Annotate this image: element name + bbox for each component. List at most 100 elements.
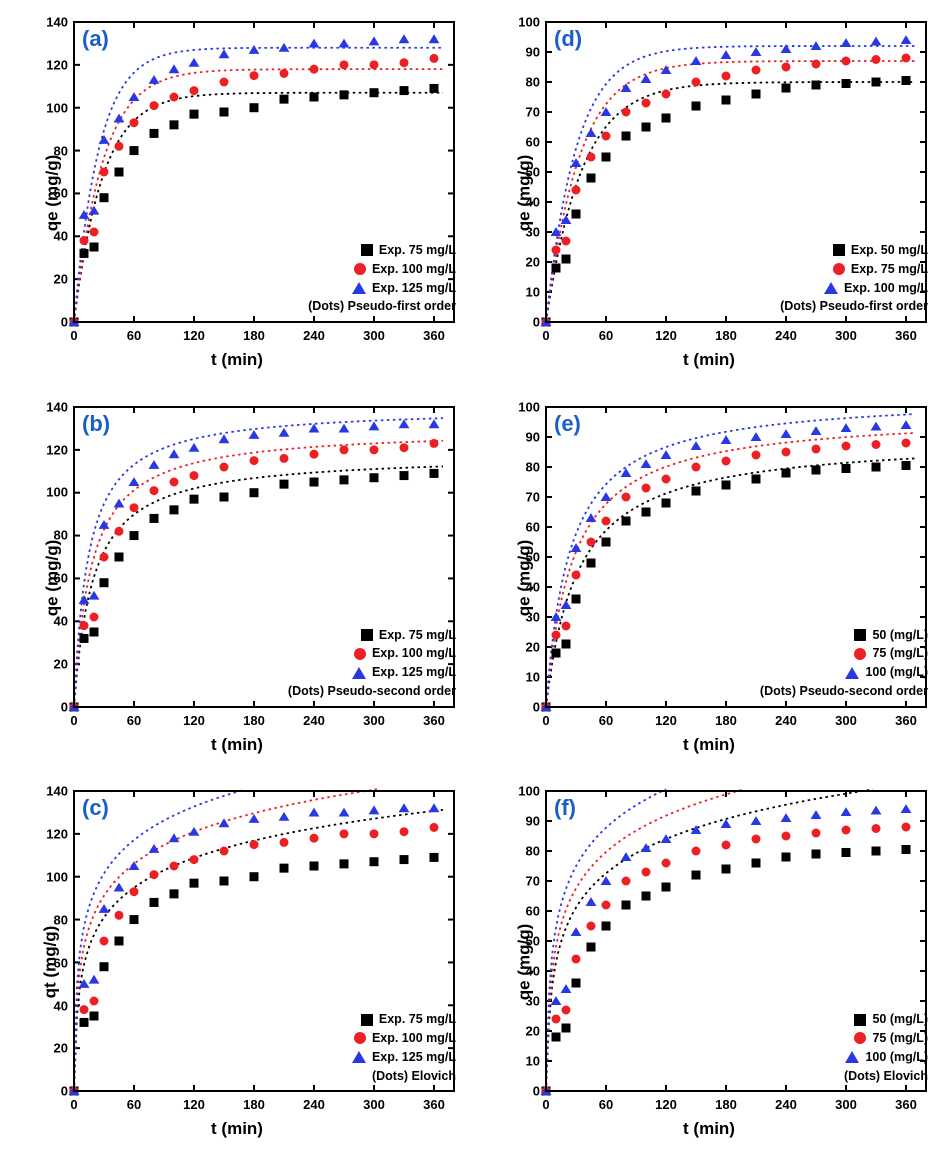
data-marker [572,594,581,603]
data-marker [621,852,632,861]
data-marker [249,430,260,439]
y-tick-label: 140 [46,399,68,414]
data-marker [339,808,350,817]
data-marker [587,537,596,546]
data-marker [310,65,319,74]
data-marker [842,79,851,88]
data-marker [250,873,259,882]
data-marker [562,1024,571,1033]
data-marker [587,558,596,567]
data-marker [902,438,911,447]
panel-b: (b)qe (mg/g)t (min)060120180240300360020… [10,395,464,761]
data-marker [661,450,672,459]
data-marker [370,88,379,97]
data-marker [872,78,881,87]
legend-item: 75 (mg/L) [760,644,928,663]
legend: Exp. 75 mg/LExp. 100 mg/LExp. 125 mg/L(D… [288,626,456,701]
data-marker [641,74,652,83]
data-marker [250,840,259,849]
data-marker [400,86,409,95]
data-marker [130,531,139,540]
data-marker [872,824,881,833]
data-marker [812,850,821,859]
x-tick-label: 0 [542,1097,549,1112]
data-marker [842,848,851,857]
y-tick-label: 60 [54,186,68,201]
y-tick-label: 40 [54,998,68,1013]
data-marker [662,859,671,868]
data-marker [310,93,319,102]
x-tick-label: 0 [70,328,77,343]
data-marker [90,228,99,237]
data-marker [572,186,581,195]
data-marker [622,132,631,141]
data-marker [250,456,259,465]
x-tick-label: 120 [183,1097,205,1112]
data-marker [279,43,290,52]
data-marker [811,426,822,435]
data-marker [99,135,110,144]
legend-label: 75 (mg/L) [872,644,928,663]
fit-curve [546,790,666,1092]
data-marker [692,847,701,856]
legend: Exp. 50 mg/LExp. 75 mg/LExp. 100 mg/L(Do… [780,241,928,316]
y-tick-label: 100 [46,485,68,500]
data-marker [841,423,852,432]
data-marker [601,876,612,885]
panel-e: (e)qe (mg/g)t (min)060120180240300360010… [482,395,936,761]
legend-item: Exp. 125 mg/L [352,1048,456,1067]
x-tick-label: 120 [183,713,205,728]
data-marker [115,142,124,151]
data-marker [430,469,439,478]
legend-marker-icon [361,629,373,641]
data-marker [602,901,611,910]
data-marker [80,1018,89,1027]
data-marker [249,814,260,823]
data-marker [692,486,701,495]
y-tick-label: 120 [46,827,68,842]
data-marker [642,507,651,516]
data-marker [872,847,881,856]
legend-marker-icon [845,667,859,679]
data-marker [586,513,597,522]
legend-item: Exp. 75 mg/L [288,626,456,645]
legend-item: Exp. 50 mg/L [780,241,928,260]
data-marker [430,823,439,832]
data-marker [871,806,882,815]
data-marker [115,168,124,177]
plot-svg [10,395,464,761]
x-tick-label: 360 [423,1097,445,1112]
x-tick-label: 60 [599,328,613,343]
y-tick-label: 100 [518,15,540,30]
x-tick-label: 360 [895,713,917,728]
legend-marker-icon [845,1051,859,1063]
legend-label: Exp. 50 mg/L [851,241,928,260]
data-marker [752,859,761,868]
legend-footer: (Dots) Pseudo-second order [760,682,928,701]
data-marker [370,830,379,839]
data-marker [90,997,99,1006]
data-marker [641,459,652,468]
data-marker [219,49,230,58]
data-marker [871,421,882,430]
x-tick-label: 300 [363,1097,385,1112]
legend-label: 100 (mg/L) [865,1048,928,1067]
legend-marker-icon [352,1051,366,1063]
x-tick-label: 0 [70,1097,77,1112]
legend-label: Exp. 125 mg/L [372,1048,456,1067]
y-tick-label: 0 [61,1084,68,1099]
x-tick-label: 120 [655,1097,677,1112]
data-marker [79,210,90,219]
legend-marker-icon [354,263,366,275]
data-marker [150,898,159,907]
data-marker [190,471,199,480]
data-marker [621,83,632,92]
data-marker [641,843,652,852]
x-tick-label: 60 [599,713,613,728]
data-marker [571,927,582,936]
y-tick-label: 70 [526,105,540,120]
legend-label: 100 (mg/L) [865,663,928,682]
x-tick-label: 300 [363,328,385,343]
y-tick-label: 40 [526,579,540,594]
data-marker [551,612,562,621]
